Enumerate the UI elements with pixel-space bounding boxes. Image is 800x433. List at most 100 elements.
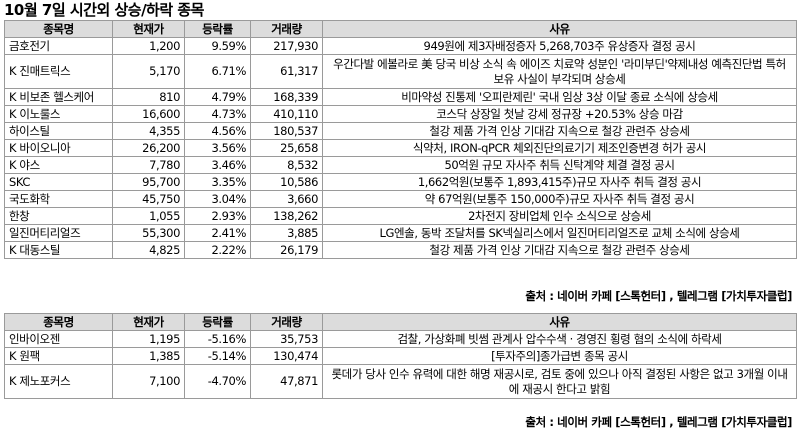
table-row: 인바이오젠 1,195 -5.16% 35,753 검찰, 가상화폐 빗썸 관계사 압수… — [4, 330, 797, 348]
rate-cell: 4.79% — [184, 88, 251, 106]
table-row: K 원팩 1,385 -5.14% 130,474 [투자주의]종가급변 종목 공시 — [4, 347, 797, 365]
price-cell: 4,355 — [112, 122, 185, 140]
header-name: 종목명 — [4, 20, 113, 38]
table-header-row: 종목명 현재가 등락률 거래량 사유 — [4, 20, 797, 38]
header-volume: 거래량 — [250, 20, 323, 38]
rate-cell: 9.59% — [184, 37, 251, 55]
reason-cell: 우간다발 에볼라로 美 당국 비상 소식 속 에이즈 치료약 성분인 '라미부딘… — [322, 54, 797, 89]
stock-name-cell: K 제노포커스 — [4, 364, 113, 399]
price-cell: 1,385 — [112, 347, 185, 365]
table-row: SKC 95,700 3.35% 10,586 1,662억원(보통주 1,893,41… — [4, 173, 797, 191]
header-rate: 등락률 — [184, 20, 251, 38]
reason-cell: 949원에 제3자배정증자 5,268,703주 유상증자 결정 공시 — [322, 37, 797, 55]
price-cell: 5,170 — [112, 54, 185, 89]
volume-cell: 410,110 — [250, 105, 323, 123]
stock-name-cell: 일진머티리얼즈 — [4, 224, 113, 242]
reason-cell: 1,662억원(보통주 1,893,415주)규모 자사주 취득 결정 공시 — [322, 173, 797, 191]
stock-name-cell: 금호전기 — [4, 37, 113, 55]
stock-name-cell: K 비보존 헬스케어 — [4, 88, 113, 106]
rate-cell: 2.41% — [184, 224, 251, 242]
table-row: 한창 1,055 2.93% 138,262 2차전지 장비업체 인수 소식으로 상승세 — [4, 207, 797, 225]
volume-cell: 217,930 — [250, 37, 323, 55]
stock-name-cell: 한창 — [4, 207, 113, 225]
stock-name-cell: 하이스틸 — [4, 122, 113, 140]
volume-cell: 26,179 — [250, 241, 323, 259]
rate-cell: 2.22% — [184, 241, 251, 259]
reason-cell: 롯데가 당사 인수 유력에 대한 해명 재공시로, 검토 중에 있으나 아직 결… — [322, 364, 797, 399]
rate-cell: 6.71% — [184, 54, 251, 89]
price-cell: 7,780 — [112, 156, 185, 174]
rate-cell: -5.16% — [184, 330, 251, 348]
volume-cell: 35,753 — [250, 330, 323, 348]
price-cell: 4,825 — [112, 241, 185, 259]
price-cell: 1,055 — [112, 207, 185, 225]
volume-cell: 138,262 — [250, 207, 323, 225]
stock-name-cell: K 바이오니아 — [4, 139, 113, 157]
reason-cell: 2차전지 장비업체 인수 소식으로 상승세 — [322, 207, 797, 225]
reason-cell: 식약처, IRON-qPCR 체외진단의료기기 제조인증변경 허가 공시 — [322, 139, 797, 157]
rate-cell: -5.14% — [184, 347, 251, 365]
table-row: K 바이오니아 26,200 3.56% 25,658 식약처, IRON-qPCR 체… — [4, 139, 797, 157]
price-cell: 45,750 — [112, 190, 185, 208]
reason-cell: 철강 제품 가격 인상 기대감 지속으로 철강 관련주 상승세 — [322, 122, 797, 140]
volume-cell: 10,586 — [250, 173, 323, 191]
reason-cell: [투자주의]종가급변 종목 공시 — [322, 347, 797, 365]
price-cell: 7,100 — [112, 364, 185, 399]
volume-cell: 3,885 — [250, 224, 323, 242]
falling-stocks-table: 종목명 현재가 등락률 거래량 사유 인바이오젠 1,195 -5.16% 35,75… — [4, 313, 797, 399]
table-row: K 진매트릭스 5,170 6.71% 61,317 우간다발 에볼라로 美 당국 비상… — [4, 54, 797, 89]
falling-table-body: 인바이오젠 1,195 -5.16% 35,753 검찰, 가상화폐 빗썸 관계사 압수… — [4, 330, 797, 399]
stock-name-cell: K 대동스틸 — [4, 241, 113, 259]
header-rate: 등락률 — [184, 313, 251, 331]
reason-cell: 코스닥 상장일 첫날 강세 정규장 +20.53% 상승 마감 — [322, 105, 797, 123]
stock-name-cell: 국도화학 — [4, 190, 113, 208]
reason-cell: 철강 제품 가격 인상 기대감 지속으로 철강 관련주 상승세 — [322, 241, 797, 259]
stock-name-cell: SKC — [4, 173, 113, 191]
table-row: K 비보존 헬스케어 810 4.79% 168,339 비마약성 진통제 '오피란제린… — [4, 88, 797, 106]
reason-cell: 50억원 규모 자사주 취득 신탁계약 체결 결정 공시 — [322, 156, 797, 174]
rate-cell: 4.56% — [184, 122, 251, 140]
rate-cell: 3.56% — [184, 139, 251, 157]
header-price: 현재가 — [112, 313, 185, 331]
reason-cell: 검찰, 가상화폐 빗썸 관계사 압수수색 · 경영진 횡령 혐의 소식에 하락세 — [322, 330, 797, 348]
volume-cell: 130,474 — [250, 347, 323, 365]
header-reason: 사유 — [322, 20, 797, 38]
table-row: K 제노포커스 7,100 -4.70% 47,871 롯데가 당사 인수 유력에 대한… — [4, 364, 797, 399]
table-row: 일진머티리얼즈 55,300 2.41% 3,885 LG엔솔, 동박 조달처를 SK넥… — [4, 224, 797, 242]
price-cell: 1,200 — [112, 37, 185, 55]
page-title: 10월 7일 시간외 상승/하락 종목 — [4, 1, 204, 19]
price-cell: 26,200 — [112, 139, 185, 157]
stock-name-cell: K 원팩 — [4, 347, 113, 365]
table-row: 하이스틸 4,355 4.56% 180,537 철강 제품 가격 인상 기대감 지속으… — [4, 122, 797, 140]
rate-cell: 2.93% — [184, 207, 251, 225]
source-note: 출처 : 네이버 카페 [스톡헌터] , 텔레그램 [가치투자클럽] — [525, 415, 792, 429]
header-price: 현재가 — [112, 20, 185, 38]
table-row: 금호전기 1,200 9.59% 217,930 949원에 제3자배정증자 5,268… — [4, 37, 797, 55]
rate-cell: 3.35% — [184, 173, 251, 191]
rate-cell: -4.70% — [184, 364, 251, 399]
volume-cell: 8,532 — [250, 156, 323, 174]
price-cell: 810 — [112, 88, 185, 106]
volume-cell: 47,871 — [250, 364, 323, 399]
stock-name-cell: 인바이오젠 — [4, 330, 113, 348]
table-row: K 이노룰스 16,600 4.73% 410,110 코스닥 상장일 첫날 강세 정규… — [4, 105, 797, 123]
volume-cell: 3,660 — [250, 190, 323, 208]
stock-name-cell: K 이노룰스 — [4, 105, 113, 123]
price-cell: 95,700 — [112, 173, 185, 191]
stock-name-cell: K 야스 — [4, 156, 113, 174]
source-note: 출처 : 네이버 카페 [스톡헌터] , 텔레그램 [가치투자클럽] — [525, 289, 792, 303]
rising-stocks-table: 종목명 현재가 등락률 거래량 사유 금호전기 1,200 9.59% 217,930… — [4, 20, 797, 259]
price-cell: 1,195 — [112, 330, 185, 348]
reason-cell: 비마약성 진통제 '오피란제린' 국내 임상 3상 이달 종료 소식에 상승세 — [322, 88, 797, 106]
header-name: 종목명 — [4, 313, 113, 331]
price-cell: 16,600 — [112, 105, 185, 123]
rising-table-body: 금호전기 1,200 9.59% 217,930 949원에 제3자배정증자 5,268… — [4, 37, 797, 259]
volume-cell: 168,339 — [250, 88, 323, 106]
volume-cell: 180,537 — [250, 122, 323, 140]
table-row: K 야스 7,780 3.46% 8,532 50억원 규모 자사주 취득 신탁계약 체… — [4, 156, 797, 174]
rate-cell: 4.73% — [184, 105, 251, 123]
rate-cell: 3.04% — [184, 190, 251, 208]
price-cell: 55,300 — [112, 224, 185, 242]
rate-cell: 3.46% — [184, 156, 251, 174]
volume-cell: 61,317 — [250, 54, 323, 89]
